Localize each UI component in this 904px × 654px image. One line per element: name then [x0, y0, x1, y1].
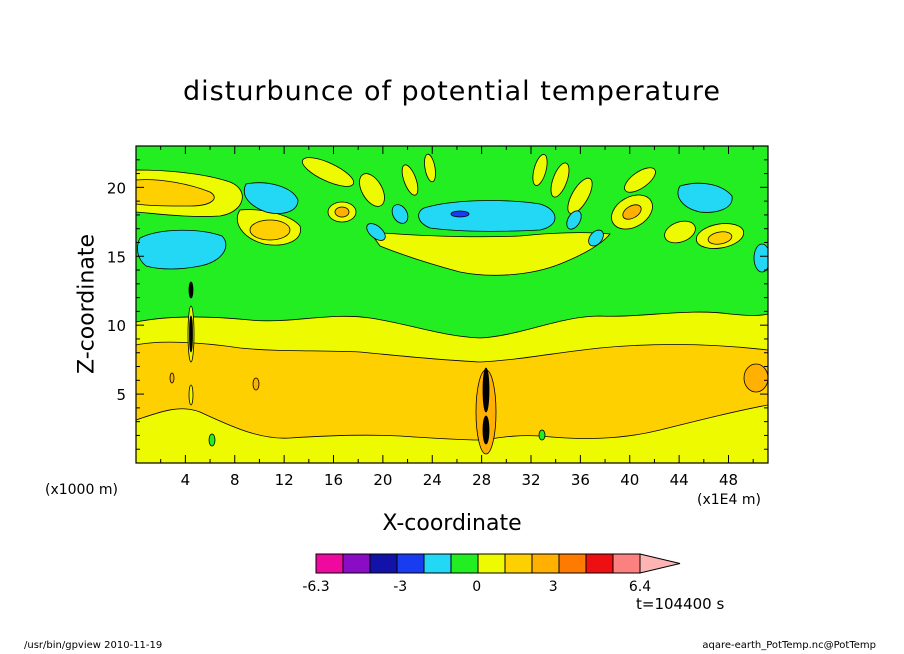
x-tick-label-9: 40: [620, 471, 639, 489]
field-blue-center: [418, 200, 556, 232]
x-tick-label-8: 36: [571, 471, 590, 489]
y-axis-unit: (x1000 m): [45, 482, 118, 498]
wave-lobes: [301, 153, 745, 249]
field-small-blob-2: [169, 372, 175, 384]
x-tick-label-11: 48: [719, 471, 738, 489]
colorbar-label-0: -6.3: [302, 579, 329, 595]
colorbar-label-2: 0: [472, 579, 481, 595]
field-upper-yellow-arc: [369, 231, 611, 276]
field-small-blob-1: [252, 377, 260, 391]
colorbar-swatch-11: [612, 553, 641, 574]
y-tick-label-0: 5: [116, 386, 126, 404]
colorbar-label-3: 3: [549, 579, 558, 595]
x-tick-label-10: 44: [670, 471, 689, 489]
vertical-feature-left: [187, 281, 195, 406]
field-blue-left: [137, 229, 227, 270]
field-blue-center-core: [450, 210, 470, 218]
x-tick-label-1: 8: [230, 471, 240, 489]
field-left-lobe-2-core: [249, 219, 291, 241]
x-axis-unit: (x1E4 m): [697, 492, 761, 508]
footer-right: aqare-earth_PotTemp.nc@PotTemp: [702, 640, 876, 651]
colorbar: -6.3 -3 0 3 6.4: [302, 553, 681, 595]
y-axis-label: Z-coordinate: [74, 234, 100, 374]
x-tick-label-4: 20: [373, 471, 392, 489]
y-axis-ticks: 5 10 15 20: [107, 159, 768, 450]
x-tick-label-3: 16: [324, 471, 343, 489]
y-tick-label-3: 20: [107, 179, 126, 197]
plot-area: [136, 146, 768, 463]
colorbar-swatch-2: [369, 553, 398, 574]
colorbar-swatch-9: [558, 553, 587, 574]
colorbar-swatch-0: [315, 553, 344, 574]
field-small-blob-3: [208, 433, 216, 447]
colorbar-swatch-4: [423, 553, 452, 574]
colorbar-swatch-10: [585, 553, 614, 574]
x-tick-label-2: 12: [275, 471, 294, 489]
colorbar-swatch-8: [531, 553, 560, 574]
x-axis-ticks: 4 8 12 16 20 24 28 32 36 40 44 48: [160, 146, 754, 489]
field-blue-right-edge: [753, 243, 768, 273]
field-blue-left-2: [243, 182, 299, 214]
colorbar-swatch-3: [396, 553, 425, 574]
colorbar-swatch-5: [450, 553, 479, 574]
field-blue-right: [677, 182, 733, 213]
chart-title: disturbunce of potential temperature: [183, 76, 721, 107]
colorbar-swatch-1: [342, 553, 371, 574]
plot-frame: [135, 145, 769, 464]
colorbar-swatch-6: [477, 553, 506, 574]
x-axis-label: X-coordinate: [382, 511, 522, 536]
y-tick-label-1: 10: [107, 317, 126, 335]
field-orange-band: [136, 341, 768, 441]
time-label: t=104400 s: [636, 595, 725, 613]
x-tick-label-5: 24: [423, 471, 442, 489]
colorbar-label-1: -3: [393, 579, 407, 595]
y-tick-label-2: 15: [107, 248, 126, 266]
field-upper-left-core: [136, 179, 215, 207]
field-small-blob-4: [538, 429, 546, 441]
vertical-feature-center: [475, 367, 497, 455]
footer-left: /usr/bin/gpview 2010-11-19: [24, 640, 163, 651]
colorbar-label-4: 6.4: [629, 579, 651, 595]
colorbar-swatch-7: [504, 553, 533, 574]
x-tick-label-6: 28: [472, 471, 491, 489]
field-right-edge-blob: [743, 363, 768, 393]
colorbar-arrow: [639, 553, 681, 574]
x-tick-label-0: 4: [181, 471, 191, 489]
x-tick-label-7: 32: [521, 471, 540, 489]
